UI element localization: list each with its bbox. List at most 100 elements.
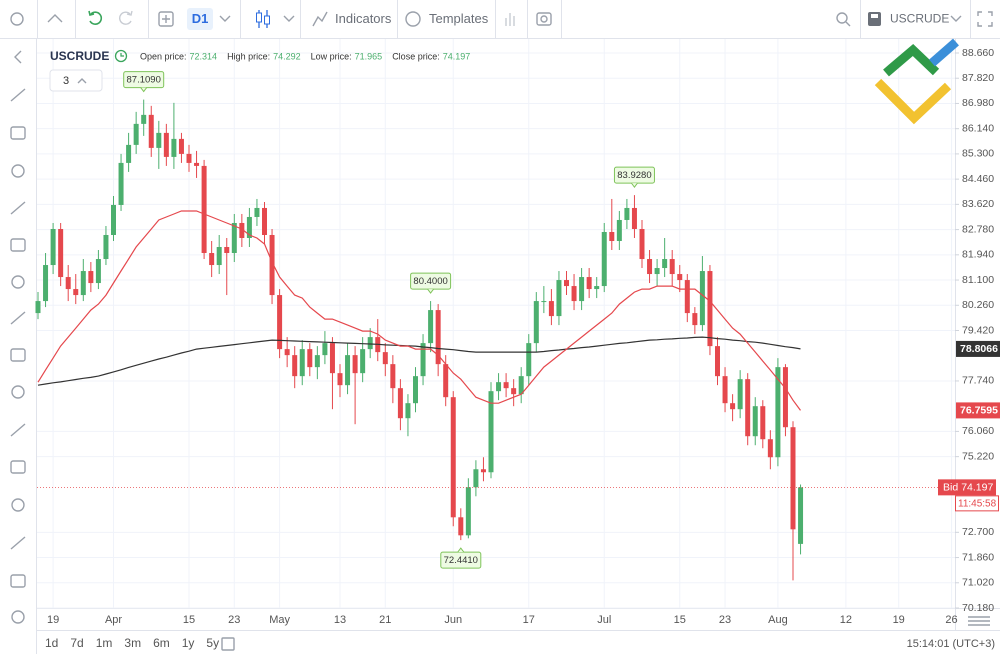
- tool-icon: [10, 574, 26, 588]
- undo-button[interactable]: [88, 10, 103, 25]
- range-button[interactable]: 1d: [45, 636, 58, 650]
- candle-body: [118, 162, 124, 205]
- axis-settings[interactable]: [968, 616, 990, 626]
- tool-button[interactable]: [10, 238, 26, 252]
- chart-type-button[interactable]: [256, 10, 270, 28]
- y-tick-label: 84.460: [962, 173, 994, 185]
- candle-body: [231, 222, 237, 254]
- y-tick-label: 88.660: [962, 47, 994, 59]
- templates-button[interactable]: Templates: [429, 11, 489, 26]
- logo-yellow: [874, 78, 952, 125]
- tool-icon: [10, 238, 26, 252]
- collapse-button[interactable]: [47, 14, 63, 23]
- tool-button[interactable]: [10, 460, 26, 474]
- tool-button[interactable]: [14, 50, 22, 64]
- tool-button[interactable]: [10, 311, 26, 325]
- candle-body: [284, 349, 290, 356]
- symbol-selector[interactable]: USCRUDE: [890, 12, 949, 26]
- symbol-dropdown[interactable]: [950, 15, 962, 22]
- ohlc-value: 72.314: [190, 51, 218, 61]
- candle-body: [654, 268, 660, 275]
- range-button[interactable]: 3m: [124, 636, 141, 650]
- candle-body: [458, 517, 464, 536]
- redo-button[interactable]: [119, 10, 133, 25]
- range-button[interactable]: 7d: [70, 636, 83, 650]
- fullscreen-button[interactable]: [977, 11, 993, 27]
- candle-body: [715, 346, 720, 377]
- logo-blue: [929, 38, 959, 67]
- tool-icon: [11, 164, 25, 178]
- range-button[interactable]: 6m: [153, 636, 170, 650]
- tool-button[interactable]: [11, 385, 25, 399]
- indicator-count-box[interactable]: [49, 69, 103, 92]
- timeframe-dropdown[interactable]: [219, 15, 231, 22]
- tool-icon: [14, 50, 22, 64]
- candle-body: [126, 144, 132, 163]
- candle-body: [692, 313, 698, 326]
- candle-body: [194, 162, 200, 166]
- candle-body: [397, 388, 403, 419]
- range-button[interactable]: 5y: [206, 636, 219, 650]
- tool-button[interactable]: [11, 610, 25, 624]
- tool-button[interactable]: [11, 275, 25, 289]
- candle-body: [609, 231, 615, 242]
- candle-body: [201, 165, 207, 254]
- search-button[interactable]: [836, 12, 848, 24]
- countdown-bg: [955, 495, 999, 512]
- candle-body: [586, 277, 592, 290]
- candle-body: [760, 406, 766, 440]
- candle-body: [745, 379, 751, 437]
- timeframe-button[interactable]: [187, 8, 213, 30]
- candle-body: [299, 349, 305, 377]
- symbol: USCRUDE: [50, 49, 109, 63]
- add-chart-button[interactable]: [158, 11, 174, 27]
- tool-button[interactable]: [10, 423, 26, 437]
- candle-body: [488, 391, 494, 473]
- candle-body: [518, 376, 524, 395]
- candle-body: [639, 228, 645, 260]
- chart-type-dropdown[interactable]: [283, 15, 295, 22]
- snapshot-button[interactable]: [536, 12, 552, 26]
- annotation-pointer: [140, 87, 148, 93]
- candle-body: [511, 388, 517, 395]
- tool-button[interactable]: [10, 574, 26, 588]
- settings-button[interactable]: [10, 12, 24, 26]
- tool-button[interactable]: [11, 164, 25, 178]
- tool-button[interactable]: [10, 201, 26, 215]
- tool-button[interactable]: [10, 126, 26, 140]
- candle-body: [669, 259, 675, 275]
- candle-body: [352, 355, 358, 374]
- candle-body: [224, 247, 230, 254]
- annotation-label: 72.4410: [444, 555, 478, 566]
- tool-icon: [10, 201, 26, 215]
- market-open-icon: [114, 49, 128, 63]
- compare-button[interactable]: [505, 13, 515, 26]
- plot: 87.1090 80.4000 72.4410 83.9280: [35, 71, 955, 581]
- drawing-tools: [10, 39, 37, 654]
- range-button[interactable]: 1m: [96, 636, 113, 650]
- candle-body: [571, 286, 577, 302]
- candle-body: [564, 280, 569, 287]
- candle-body: [88, 271, 94, 284]
- candle-body: [775, 367, 781, 458]
- candle-body: [473, 469, 479, 488]
- x-tick-label: 13: [334, 614, 346, 626]
- range-button[interactable]: 1y: [182, 636, 195, 650]
- tool-button[interactable]: [11, 498, 25, 512]
- x-tick-label: Jun: [444, 614, 462, 626]
- logo-green: [883, 43, 940, 77]
- y-tick-label: 82.780: [962, 223, 994, 235]
- candle-body: [443, 364, 449, 398]
- candle-body: [390, 364, 396, 389]
- indicators-button[interactable]: Indicators: [335, 11, 392, 26]
- candle-body: [186, 153, 192, 163]
- y-tick-label: 80.260: [962, 299, 994, 311]
- tool-icon: [10, 460, 26, 474]
- tool-button[interactable]: [10, 88, 26, 102]
- tool-button[interactable]: [10, 536, 26, 550]
- x-tick-label: 26: [945, 614, 957, 626]
- tool-button[interactable]: [10, 348, 26, 362]
- date-picker[interactable]: [221, 637, 235, 651]
- candle-body: [95, 259, 101, 284]
- bid-label: Bid: [943, 482, 958, 494]
